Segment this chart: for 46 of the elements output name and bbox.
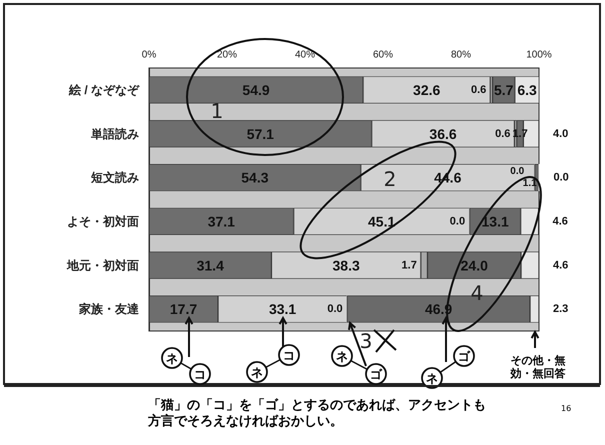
circled-kana: ネ ゴ <box>421 345 475 389</box>
annotation: 1 <box>210 99 224 123</box>
x-tick-label: 100% <box>526 50 552 60</box>
data-label: 0.6 <box>495 128 510 140</box>
data-label: 1.7 <box>402 259 417 272</box>
x-tick-label: 40% <box>294 50 316 60</box>
data-label: 32.6 <box>413 82 441 98</box>
data-label: 33.1 <box>268 301 296 318</box>
y-tick-label: 地元・初対面 <box>66 258 139 272</box>
x-tick-label: 80% <box>450 50 472 60</box>
data-label: 4.6 <box>552 215 568 228</box>
data-label: 54.3 <box>241 170 269 186</box>
data-label: 0.0 <box>510 166 525 178</box>
data-label: 31.4 <box>196 257 224 274</box>
text: 「猫」の「コ」を「ゴ」とするのであれば、アクセントも方言でそろえなければおかしい。 <box>148 398 487 430</box>
x-tick-label: 60% <box>372 50 394 60</box>
annotation: 2 <box>384 167 396 191</box>
text: 16 <box>561 404 572 413</box>
data-label: 4.0 <box>553 128 568 140</box>
data-label: 17.7 <box>170 301 198 318</box>
data-label: 0.6 <box>470 84 486 96</box>
data-label: 4.6 <box>553 259 568 272</box>
data-label: 57.1 <box>246 126 274 142</box>
data-label: 45.1 <box>368 213 396 230</box>
y-tick-label: よそ・初対面 <box>67 214 139 228</box>
y-tick-label: 短文読み <box>90 170 139 185</box>
data-label: 24.0 <box>460 257 488 274</box>
data-label: 2.3 <box>553 303 568 316</box>
y-tick-label: 家族・友達 <box>78 302 140 316</box>
y-tick-label: 絵 / なぞなぞ <box>68 82 140 97</box>
data-label: 36.6 <box>429 126 457 142</box>
data-label: 0.0 <box>327 303 343 316</box>
data-label: 13.1 <box>482 213 509 230</box>
data-label: 0.0 <box>450 215 466 228</box>
x-tick-label: 20% <box>216 50 238 60</box>
data-label: 37.1 <box>208 213 236 230</box>
circled-kana: ネ コ <box>161 347 211 385</box>
text: その他・無効・無回答 <box>509 354 566 380</box>
y-tick-label: 単語読み <box>90 126 139 141</box>
data-label: 38.3 <box>332 257 360 274</box>
circled-kana: ネ コ <box>246 344 300 383</box>
data-label: 54.9 <box>242 82 270 98</box>
data-label: 5.7 <box>494 82 514 98</box>
data-label: 0.0 <box>554 172 569 184</box>
data-label: 6.3 <box>517 82 537 98</box>
x-tick-label: 0% <box>142 50 156 60</box>
